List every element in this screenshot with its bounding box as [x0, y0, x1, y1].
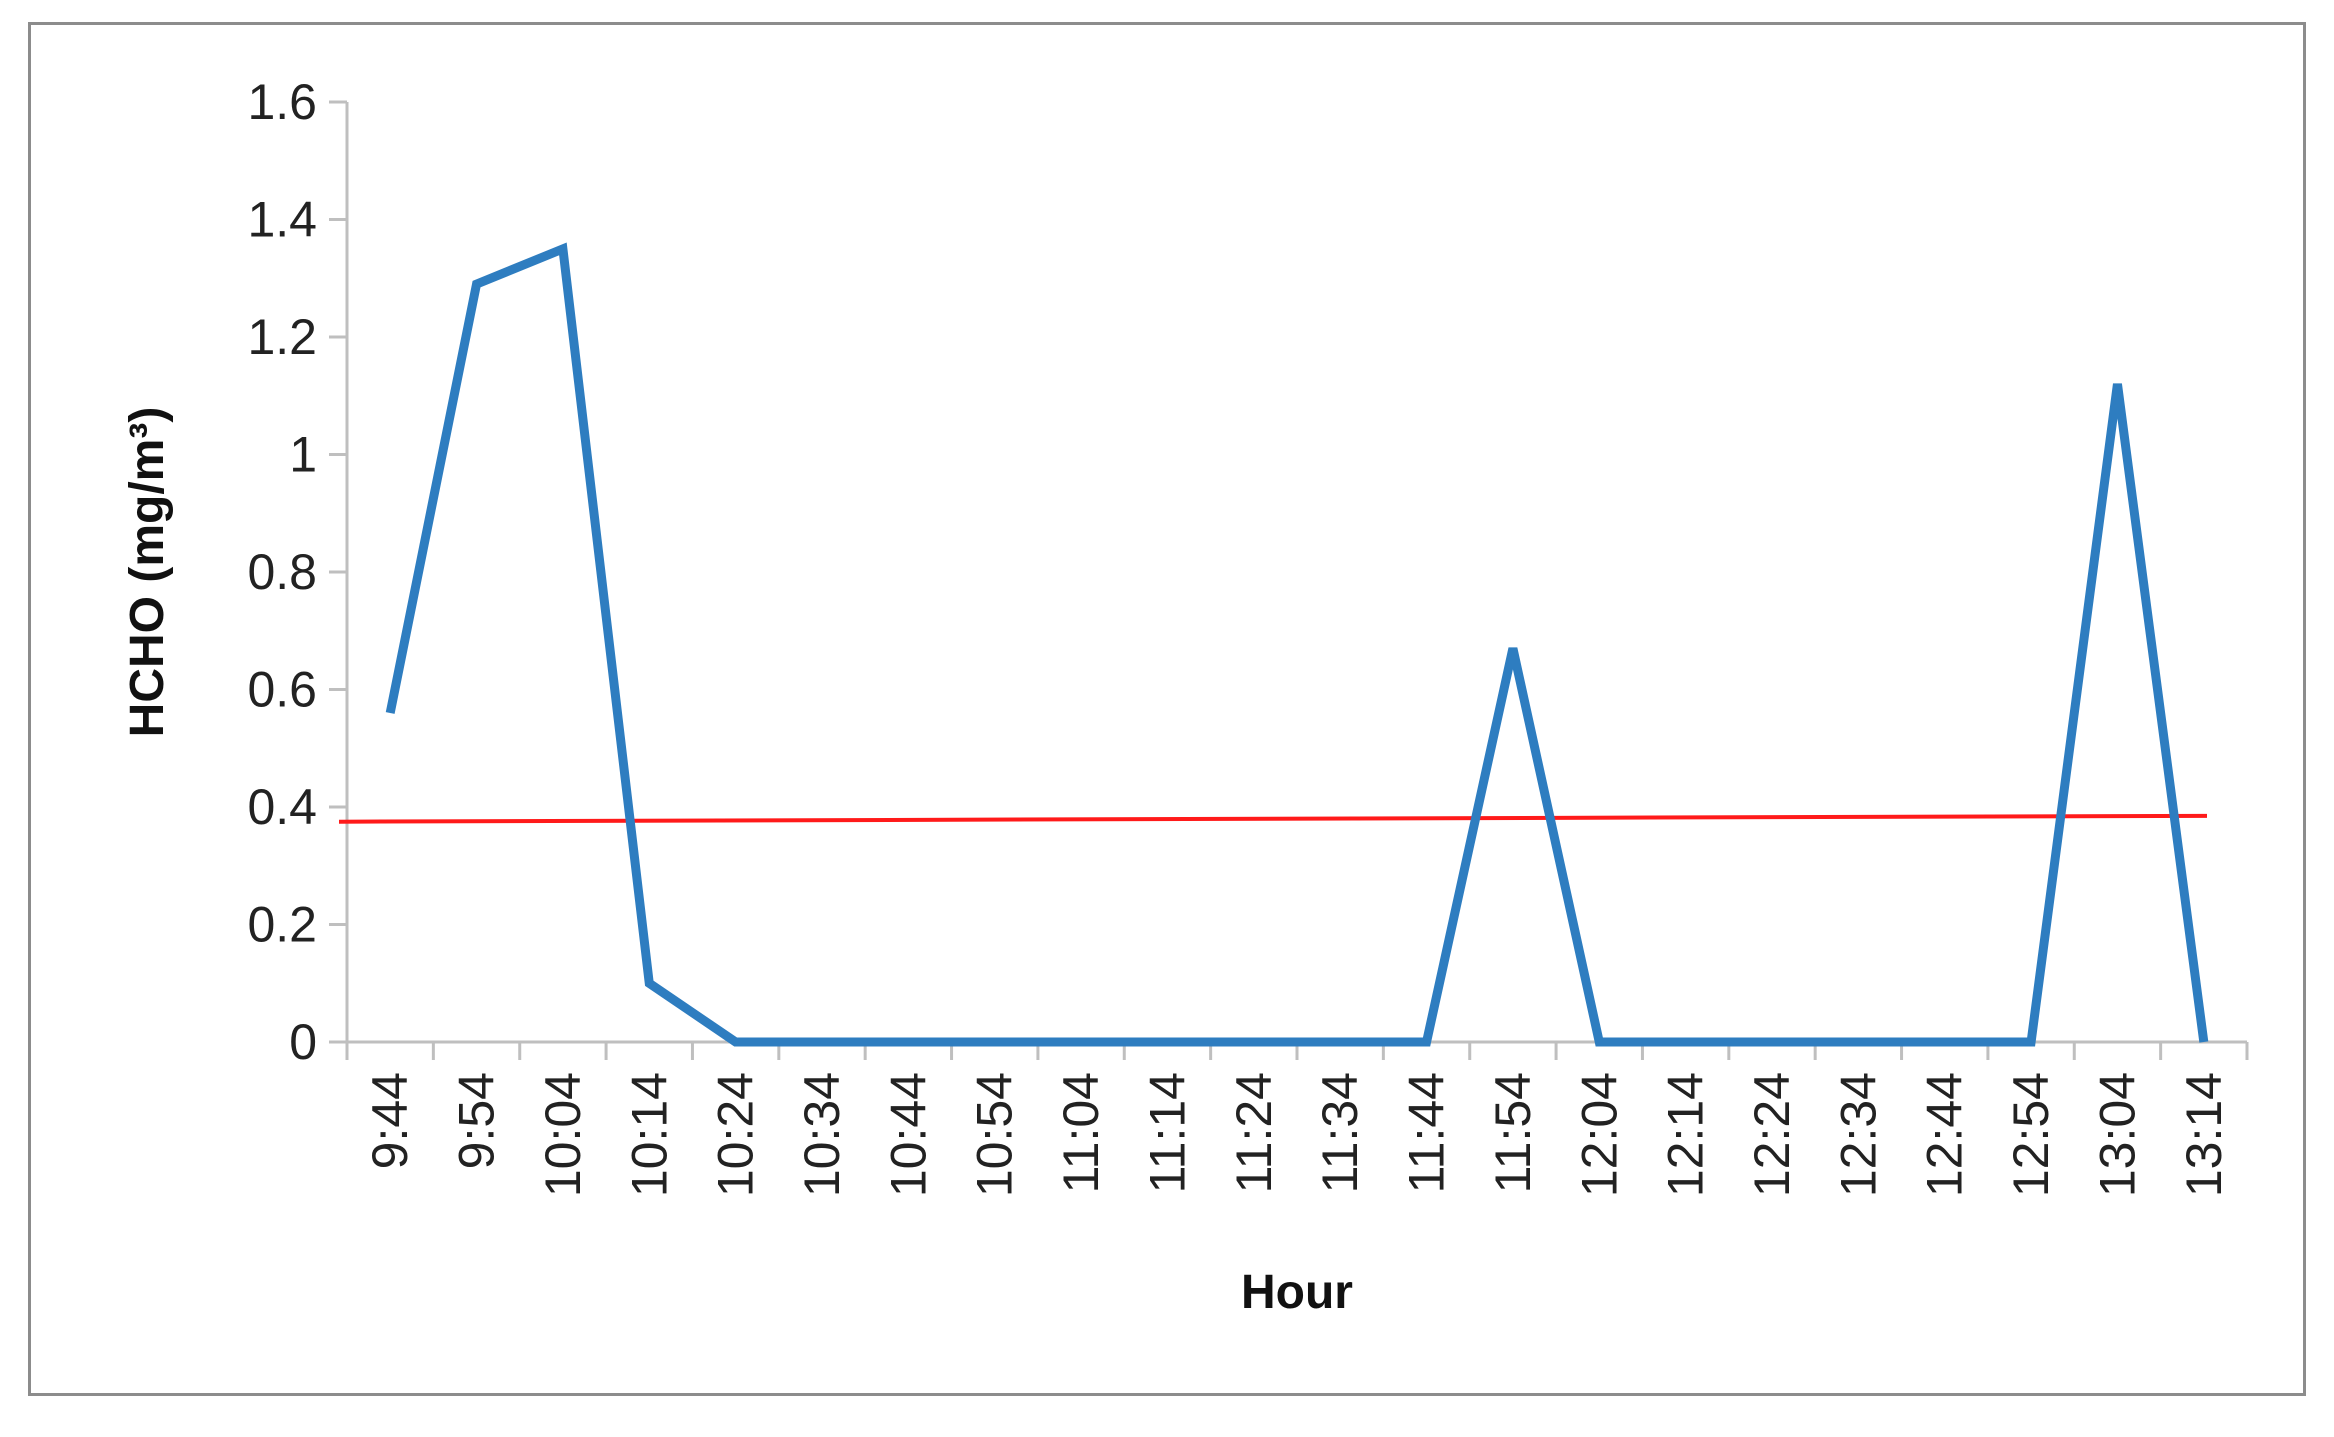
x-tick-label: 9:44	[362, 1072, 418, 1169]
x-tick-label: 11:14	[1139, 1072, 1195, 1193]
y-axis-title: HCHO (mg/m³)	[121, 407, 174, 738]
x-tick-label: 11:34	[1312, 1072, 1368, 1193]
y-tick-label: 0.2	[247, 897, 317, 953]
x-tick-label: 12:04	[1571, 1072, 1627, 1197]
x-tick-label: 10:24	[708, 1072, 764, 1197]
x-tick-label: 12:54	[2003, 1072, 2059, 1197]
x-ticks: 9:44 9:54 10:04 10:14 10:24 10:34 10:44 10:54 11…	[345, 1042, 2249, 1197]
y-tick-label: 0.8	[247, 544, 317, 600]
y-tick-label: 1.6	[247, 74, 317, 130]
x-tick-label: 11:04	[1053, 1072, 1109, 1193]
x-tick-label: 11:54	[1485, 1072, 1541, 1193]
y-tick-label: 0.6	[247, 662, 317, 718]
x-tick-label: 10:34	[794, 1072, 850, 1197]
x-tick-label: 11:24	[1226, 1072, 1282, 1193]
y-tick-label: 1.2	[247, 309, 317, 365]
x-tick-label: 10:14	[621, 1072, 677, 1197]
line-chart: 0 0.2 0.4 0.6 0.8 1 1.2 1.4 1.6 9:44 9:54 10:04 10:…	[121, 74, 2249, 1319]
series-line	[385, 242, 2209, 1047]
x-tick-label: 13:14	[2176, 1072, 2232, 1197]
x-tick-label: 10:44	[880, 1072, 936, 1197]
y-tick-label: 0	[289, 1014, 317, 1070]
y-tick-label: 1.4	[247, 192, 317, 248]
reference-line	[338, 813, 2208, 824]
x-tick-label: 12:24	[1744, 1072, 1800, 1197]
chart-frame: 0 0.2 0.4 0.6 0.8 1 1.2 1.4 1.6 9:44 9:54 10:04 10:…	[28, 22, 2306, 1396]
x-tick-label: 13:04	[2089, 1072, 2145, 1197]
x-tick-label: 10:54	[967, 1072, 1023, 1197]
x-tick-label: 10:04	[535, 1072, 591, 1197]
x-tick-label: 12:14	[1658, 1072, 1714, 1197]
y-ticks: 0 0.2 0.4 0.6 0.8 1 1.2 1.4 1.6	[247, 74, 347, 1070]
y-tick-label: 1	[289, 427, 317, 483]
x-tick-label: 11:44	[1399, 1072, 1455, 1193]
x-axis-title: Hour	[1241, 1266, 1353, 1319]
x-tick-label: 12:34	[1830, 1072, 1886, 1197]
y-tick-label: 0.4	[247, 779, 317, 835]
x-tick-label: 12:44	[1917, 1072, 1973, 1197]
x-tick-label: 9:54	[449, 1072, 505, 1169]
series-layer	[338, 242, 2209, 1047]
